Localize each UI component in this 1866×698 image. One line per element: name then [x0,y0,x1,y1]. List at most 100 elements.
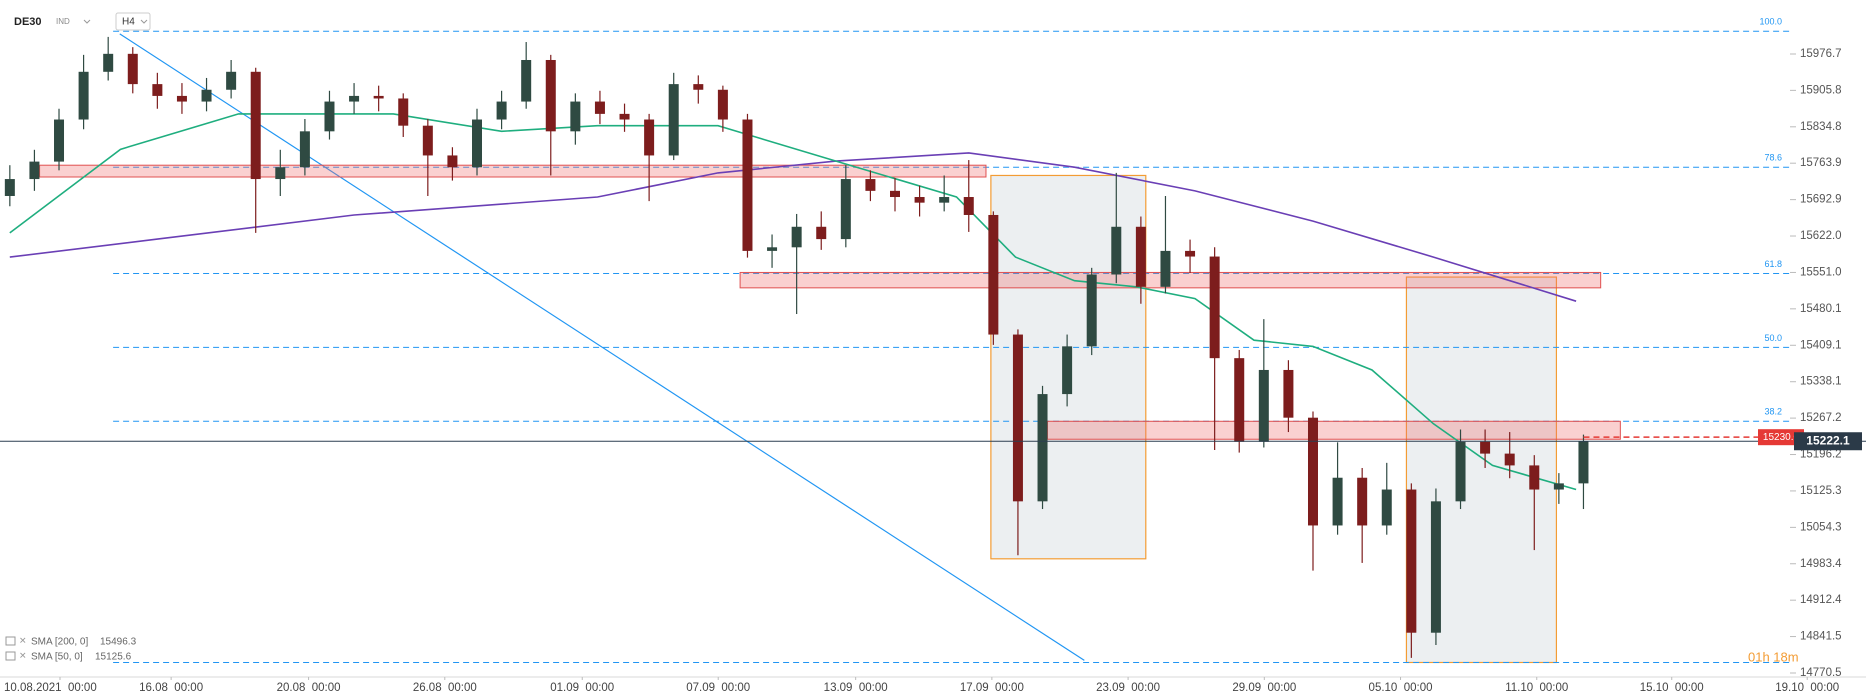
y-tick-label: 15551.0 [1800,266,1842,278]
fib-label: 100.0 [1759,17,1782,27]
candle-body [103,53,114,72]
candle-body [299,131,310,168]
legend-icon [5,636,16,646]
candle-body [1135,226,1146,287]
candle-body [4,179,15,196]
y-tick-label: 15692.9 [1800,194,1842,206]
trend-line [119,33,1085,661]
candle-body [349,95,360,102]
x-tick-label: 07.09 00:00 [686,682,750,694]
candle-body [496,101,507,120]
alert-price-box [1758,429,1804,446]
countdown: 01h 18m [1748,649,1799,664]
candle-body [1430,501,1441,633]
y-tick-label: 14912.4 [1800,594,1842,606]
symbol[interactable]: DE30 [14,16,42,28]
fib-label: 78.6 [1764,153,1782,163]
candle-body [1160,250,1171,287]
candle-body [1480,441,1491,454]
candle-body [472,119,483,168]
candle-body [865,179,876,191]
x-tick-label: 13.09 00:00 [824,682,888,694]
x-tick-label: 19.10 00:00 [1775,682,1839,694]
candle-body [644,119,655,156]
candle-body [78,71,89,120]
sr-zone [1046,420,1621,440]
candle-body [668,84,679,156]
candle-body [324,101,335,132]
candle-body [1037,394,1048,502]
market: IND [56,17,70,26]
candle-body [1283,369,1294,418]
candle-body [545,59,556,132]
candle-body [226,71,237,90]
fib-label: 38.2 [1764,407,1782,417]
x-tick-label: 20.08 00:00 [277,682,341,694]
timeframe-box[interactable] [115,12,151,31]
x-tick-label: 15.10 00:00 [1640,682,1704,694]
candle-body [939,197,950,203]
candle-body [1012,334,1023,502]
candle-body [963,197,974,215]
fib-label: 50.0 [1764,333,1782,343]
candle-body [594,101,605,114]
dropdown-icon [83,19,91,24]
y-tick-label: 15267.2 [1800,412,1842,424]
candle-body [840,179,851,240]
x-tick-label: 10.08.2021 00:00 [4,682,97,694]
legend-icon [5,651,16,661]
legend-name: SMA [200, 0] [31,637,88,648]
x-tick-label: 26.08 00:00 [413,682,477,694]
x-tick-label: 01.09 00:00 [550,682,614,694]
legend-value: 15496.3 [100,637,137,648]
candle-body [570,101,581,132]
candle-body [791,226,802,248]
candle-body [816,226,827,240]
alert-price-label: 15230.0 [1763,432,1800,443]
legend-value: 15125.6 [95,652,132,663]
timeframe[interactable]: H4 [122,17,135,28]
candle-body [398,98,409,126]
candle-body [250,71,261,180]
candle-body [54,119,65,162]
y-tick-label: 15409.1 [1800,339,1842,351]
y-tick-label: 15125.3 [1800,485,1842,497]
y-tick-label: 15763.9 [1800,157,1842,169]
y-tick-label: 15480.1 [1800,303,1842,315]
candle-body [914,197,925,203]
candle-body [373,95,384,99]
y-tick-label: 15622.0 [1800,230,1842,242]
y-tick-label: 15905.8 [1800,84,1842,96]
candle-body [275,167,286,180]
candle-body [152,84,163,96]
candle-body [1553,483,1564,490]
last-price-box [1794,432,1862,451]
candle-body [422,125,433,156]
candle-body [1529,465,1540,490]
y-tick-label: 15976.7 [1800,48,1842,60]
candle-body [447,155,458,168]
fib-label: 61.8 [1764,259,1782,269]
legend-close[interactable]: ✕ [19,650,27,660]
candle-body [717,89,728,120]
candle-body [1381,489,1392,526]
legend-close[interactable]: ✕ [19,635,27,645]
y-tick-label: 15834.8 [1800,121,1842,133]
dropdown-icon [140,19,148,24]
x-tick-label: 29.09 00:00 [1232,682,1296,694]
candle-body [1234,358,1245,442]
candle-body [619,113,630,120]
sr-zone [39,164,987,178]
x-tick-label: 16.08 00:00 [139,682,203,694]
plot-area: 100.0 78.6 61.8 50.0 38.2 [0,17,1866,664]
candle-body [1332,477,1343,526]
candle-body [1357,477,1368,526]
x-tick-label: 05.10 00:00 [1369,682,1433,694]
candle-body [29,161,40,180]
y-tick-label: 15054.3 [1800,521,1842,533]
legend-name: SMA [50, 0] [31,652,83,663]
y-tick-label: 15196.2 [1800,449,1842,461]
candle-body [890,190,900,198]
candle-body [1504,453,1515,466]
x-tick-label: 23.09 00:00 [1096,682,1160,694]
